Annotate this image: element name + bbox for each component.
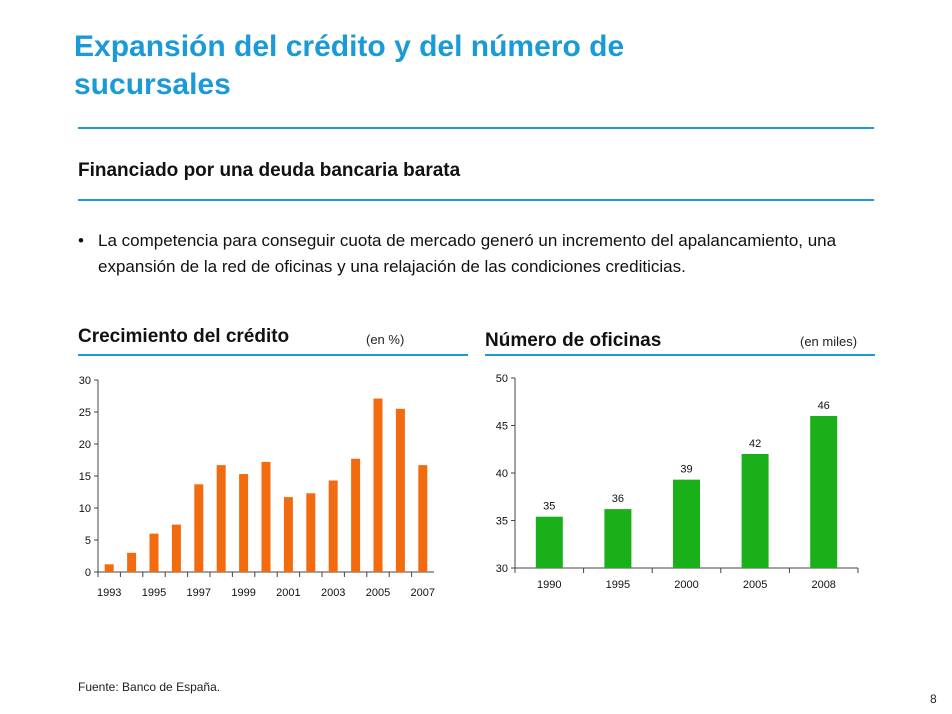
bar: [306, 493, 316, 572]
data-label: 39: [680, 464, 692, 476]
x-tick-label: 1997: [187, 587, 211, 599]
offices-chart-unit: (en miles): [800, 334, 858, 349]
y-tick-label: 5: [85, 535, 91, 547]
x-tick-label: 2007: [411, 587, 435, 599]
bar: [216, 465, 226, 572]
bar: [741, 454, 769, 568]
y-tick-label: 15: [79, 471, 91, 483]
x-tick-label: 2005: [743, 579, 767, 591]
slide-title: Expansión del crédito y del número de su…: [74, 30, 625, 101]
page-number: 8: [930, 692, 937, 706]
y-tick-label: 30: [79, 375, 91, 387]
data-label: 42: [749, 438, 761, 450]
offices-chart-title: Número de oficinas: [485, 330, 662, 351]
bar: [149, 533, 159, 572]
x-tick-label: 2005: [366, 587, 390, 599]
x-tick-label: 2000: [674, 579, 698, 591]
x-tick-label: 1995: [606, 579, 630, 591]
bar: [328, 480, 338, 572]
y-tick-label: 40: [496, 468, 508, 480]
bar: [261, 461, 271, 572]
offices-chart-divider: [485, 354, 875, 356]
bar: [373, 398, 383, 572]
bar: [283, 497, 293, 572]
bar: [239, 474, 249, 572]
bullet-point: • La competencia para conseguir cuota de…: [78, 228, 868, 280]
data-label: 35: [543, 501, 555, 513]
bar: [604, 509, 632, 568]
x-tick-label: 2008: [811, 579, 835, 591]
bar: [351, 458, 361, 572]
y-tick-label: 45: [496, 421, 508, 433]
bar: [535, 516, 563, 568]
subtitle-divider: [78, 199, 874, 201]
credit-chart-unit: (en %): [366, 332, 405, 347]
bar: [127, 552, 137, 572]
bar: [810, 416, 838, 568]
x-tick-label: 1999: [231, 587, 255, 599]
y-tick-label: 35: [496, 516, 508, 528]
bar: [395, 408, 405, 572]
bar: [104, 564, 114, 572]
bar: [673, 479, 700, 568]
y-tick-label: 20: [79, 439, 91, 451]
y-tick-label: 25: [79, 407, 91, 419]
bullet-marker: •: [78, 231, 84, 250]
data-label: 36: [612, 493, 624, 505]
credit-chart-title: Crecimiento del crédito: [78, 326, 290, 347]
x-tick-label: 2001: [276, 587, 300, 599]
bullet-text: La competencia para conseguir cuota de m…: [98, 231, 837, 276]
x-tick-label: 1993: [97, 587, 121, 599]
section-subtitle: Financiado por una deuda bancaria barata: [78, 160, 461, 181]
credit-growth-chart: 0 5 10 15 20 25 30 1993 1995 1997 1999 2001 2003 2005…: [79, 375, 435, 599]
data-label: 46: [818, 400, 830, 412]
credit-chart-divider: [78, 354, 468, 356]
y-tick-label: 30: [496, 563, 508, 575]
offices-count-chart: 30 35 40 45 50 35 36 39 42 46 1990 1995 2000 2005 2008: [496, 373, 859, 591]
x-tick-label: 2003: [321, 587, 345, 599]
x-tick-label: 1995: [142, 587, 166, 599]
y-tick-label: 50: [496, 373, 508, 385]
y-tick-label: 10: [79, 503, 91, 515]
title-divider: [78, 127, 874, 129]
bar: [194, 484, 204, 572]
x-tick-label: 1990: [537, 579, 561, 591]
y-tick-label: 0: [85, 567, 91, 579]
source-note: Fuente: Banco de España.: [78, 680, 221, 694]
bar: [171, 524, 181, 572]
bar: [418, 465, 428, 572]
